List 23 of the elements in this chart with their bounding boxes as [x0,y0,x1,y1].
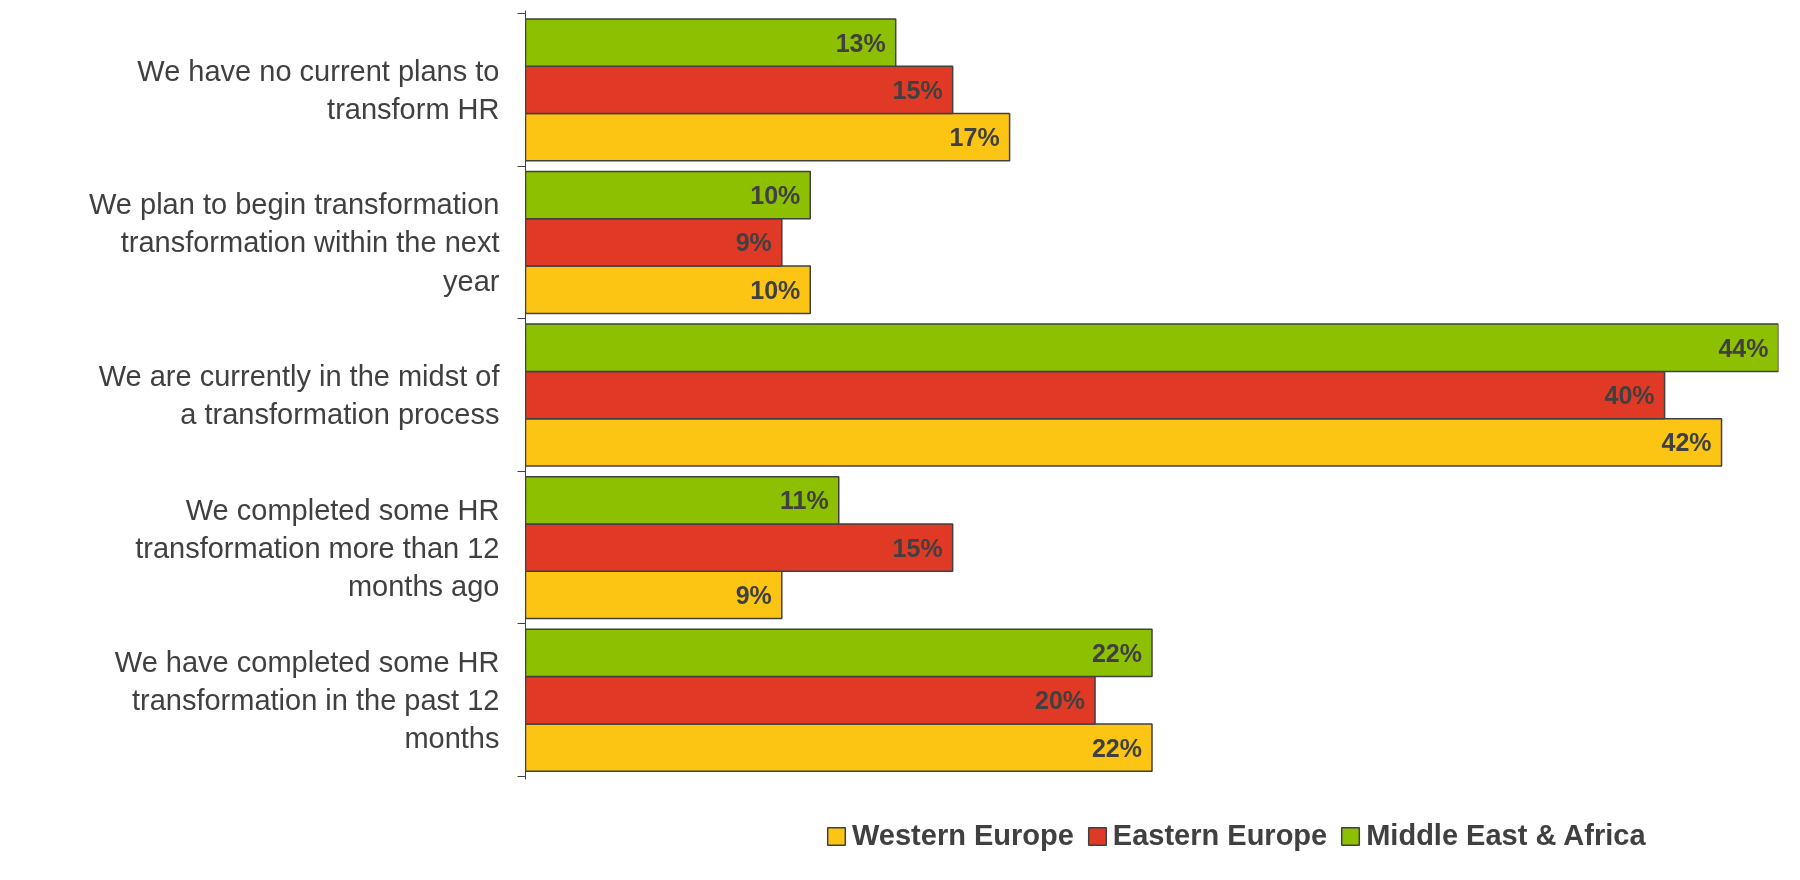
legend-label: Western Europe [852,819,1074,852]
legend-label: Eastern Europe [1112,819,1328,852]
y-tick-label: We have no current plans to transform HR [137,54,500,125]
data-label: 9% [735,228,772,257]
data-label: 20% [1035,686,1086,715]
data-label: 22% [1091,638,1143,667]
data-label: 10% [750,275,801,304]
data-label: 13% [835,28,886,57]
y-tick-label: We completed some HR transformation more than 12 months ago [135,493,500,602]
y-tick-label: We plan to begin transformation transformation within the next year [88,188,500,297]
data-label: 10% [750,181,801,210]
data-label: 11% [780,486,829,515]
y-tick-label: We have completed some HR transformation in the past 12 months [114,646,500,755]
legend-label: Middle East & Africa [1366,819,1646,852]
data-label: 9% [735,580,772,609]
data-label: 44% [1718,333,1769,362]
data-label: 42% [1661,428,1712,457]
data-label: 15% [892,533,943,562]
data-label: 15% [892,75,943,104]
y-tick-label: We are currently in the midst of a transformation process [98,359,501,431]
data-label: 40% [1604,381,1655,410]
data-label: 22% [1091,733,1143,762]
data-label: 17% [949,123,1000,152]
